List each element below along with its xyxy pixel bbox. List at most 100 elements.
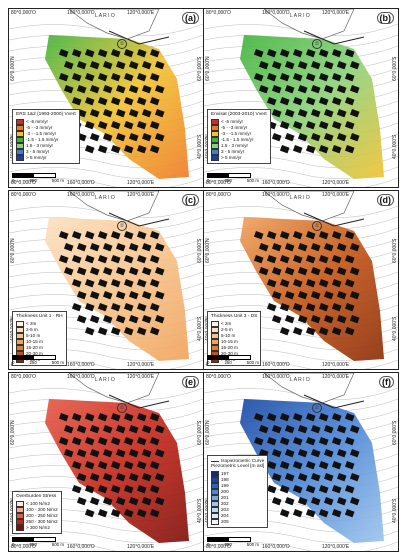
building-block [123,303,134,312]
building-block [310,109,321,118]
legend-swatch [211,489,219,495]
legend-swatch [211,345,219,351]
scale-labels: 0 250 500 m [12,360,64,365]
legend-item: 203 [211,507,264,513]
coord-top-left: 80°0,000'O [11,192,36,198]
building-block [123,97,134,106]
scale-bar: 0 250 500 m [12,355,64,365]
building-block [97,49,108,58]
building-block [310,497,321,506]
building-block [63,449,74,458]
coord-bottom-mid: 160°0,000'O [67,362,95,368]
building-block [253,412,264,422]
building-block [297,109,308,118]
building-block [89,133,100,142]
building-block [154,315,165,324]
legend-item: 198 [211,477,264,483]
legend-label: 202 [221,501,229,506]
scale-label: 250 [224,360,232,365]
building-block [58,48,69,58]
building-block [271,267,282,276]
north-arrow-icon: ① [312,221,322,231]
building-block [110,49,121,58]
legend-item: 10-15 m [211,339,257,345]
building-block [58,230,69,240]
legend-title: Envisat (2003-2010) Vvert [211,112,267,117]
building-block [305,97,316,106]
coord-bottom-mid: 160°0,000'O [67,544,95,550]
building-block [71,437,82,446]
building-block [284,315,295,324]
coord-right-b: 40°0,000'S [392,498,398,523]
building-block [97,413,108,422]
legend-item: 200 - 250 N/m2 [16,513,58,519]
road [108,394,170,409]
building-block [110,509,121,518]
building-block [154,497,165,506]
building-block [305,303,316,312]
legend-swatch [211,507,219,513]
legend-swatch [16,137,24,143]
building-block [323,424,334,434]
coord-top-left: 80°0,000'O [206,374,231,380]
building-block [323,243,334,252]
building-block [97,255,108,264]
legend-item: -3 - -1.5 mm/yr [211,131,267,137]
building-block [76,448,87,458]
legend-swatch [211,137,219,143]
scale-bar: 0 250 500 m [207,537,259,547]
scale-label: 500 m [51,178,64,183]
hazard-area [240,35,384,179]
building-block [110,121,121,130]
building-block [102,291,113,300]
building-block [310,60,321,70]
building-block [71,97,82,106]
legend-label: 2-5 m [221,327,233,332]
building-block [84,509,95,518]
coord-top-mid: 160°0,000'O [262,374,290,380]
scale-graphic [207,537,251,542]
scale-label: 500 m [51,542,64,547]
lake-label: L A R I O [290,13,310,19]
building-block [115,497,126,506]
legend-label: < 100 N/m2 [26,501,50,506]
building-block [123,413,134,422]
building-block [331,303,342,312]
building-block [292,436,303,446]
building-block [102,425,113,434]
building-block [318,279,329,288]
building-block [349,473,360,482]
building-block [89,497,100,506]
legend-swatch [16,149,24,155]
coord-left-a: 60°0,000'N [10,420,16,445]
building-block [318,145,329,154]
building-block [279,73,290,82]
coord-bottom-right: 120°0,000'E [322,362,350,368]
legend-label: 200 [221,489,229,494]
legend-title: ERS 1&2 (1993-2000) Vvert [16,112,76,117]
map-canvas: L A R I O [204,9,398,187]
building-block [71,461,82,470]
legend-swatch [211,477,219,483]
panel-label: (d) [376,194,394,206]
building-block [128,133,139,142]
building-block [123,255,134,264]
legend-item: 100 - 200 N/m2 [16,507,58,513]
legend-item: 199 [211,483,264,489]
building-block [323,291,334,300]
building-block [89,472,100,482]
building-block [318,461,329,470]
building-block [318,509,329,518]
building-block [110,73,121,82]
coord-top-left: 80°0,000'O [206,192,231,198]
building-block [149,327,160,336]
building-block [84,145,95,154]
panel-label: (a) [182,12,199,24]
legend-label: -3 - -1.5 mm/yr [221,131,252,136]
building-block [349,243,360,252]
building-block [279,436,290,446]
building-block [71,73,82,82]
building-block [141,85,152,94]
coord-top-left: 80°0,000'O [11,374,36,380]
building-block [336,85,347,94]
